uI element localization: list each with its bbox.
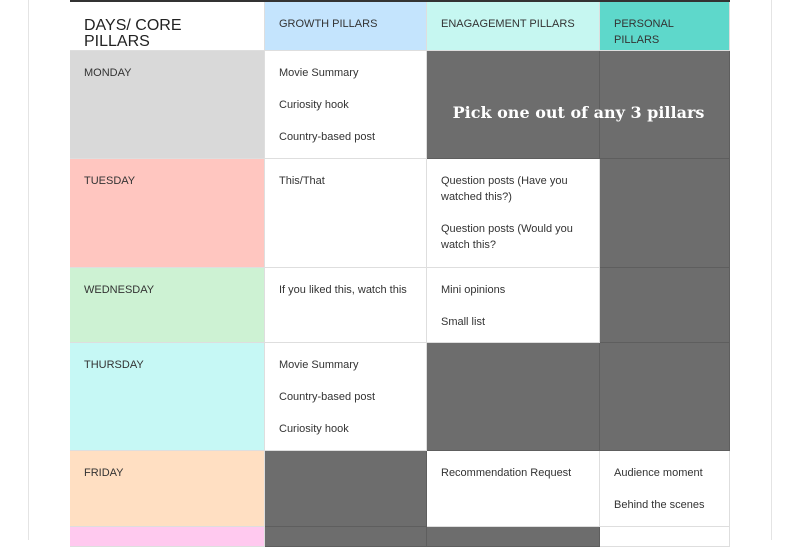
pillar-item: Question posts (Have you watched this?) <box>441 175 568 203</box>
header-cell: PERSONAL PILLARS <box>600 2 730 51</box>
pillar-cell <box>600 159 730 268</box>
pillar-cell <box>600 268 730 343</box>
pillar-item: Country-based post <box>279 131 375 143</box>
table-top-border <box>70 0 730 2</box>
header-cell: DAYS/ CORE PILLARS <box>70 2 265 51</box>
day-cell: MONDAY <box>70 51 265 159</box>
day-cell: THURSDAY <box>70 343 265 451</box>
pillar-cell: Audience moment Behind the scenes <box>600 451 730 527</box>
pillar-item: Recommendation Request <box>441 467 572 479</box>
pillar-item: Movie Summary <box>279 359 359 371</box>
pillar-cell <box>427 51 600 159</box>
pillar-item: Movie Summary <box>279 67 359 79</box>
pillar-cell: Movie Summary Country-based post Curiosity… <box>265 343 427 451</box>
day-cell: WEDNESDAY <box>70 268 265 343</box>
header-cell: ENAGAGEMENT PILLARS <box>427 2 600 51</box>
header-cell: GROWTH PILLARS <box>265 2 427 51</box>
pillar-cell <box>600 51 730 159</box>
cut-row-cell <box>427 527 600 547</box>
cut-row-cell <box>265 527 427 547</box>
pillar-cell: Recommendation Request <box>427 451 600 527</box>
pillar-cell: Mini opinions Small list <box>427 268 600 343</box>
day-cell: FRIDAY <box>70 451 265 527</box>
page-frame <box>28 0 772 540</box>
pillar-item: Small list <box>441 316 486 328</box>
pillar-cell: Movie Summary Curiosity hook Country-based… <box>265 51 427 159</box>
pillar-cell: Question posts (Have you watched this?) Q… <box>427 159 600 268</box>
pillar-item: Audience moment <box>614 467 703 479</box>
overlay-note: Pick one out of any 3 pillars <box>452 103 705 122</box>
day-cell: TUESDAY <box>70 159 265 268</box>
pillar-item: Curiosity hook <box>279 423 349 435</box>
pillar-item: Country-based post <box>279 391 375 403</box>
pillar-item: This/That <box>279 175 325 187</box>
pillar-cell <box>600 343 730 451</box>
pillar-cell <box>265 451 427 527</box>
pillar-cell: This/That <box>265 159 427 268</box>
pillar-cell: If you liked this, watch this <box>265 268 427 343</box>
pillar-item: If you liked this, watch this <box>279 284 407 296</box>
pillar-item: Mini opinions <box>441 284 506 296</box>
cut-row-cell <box>70 527 265 547</box>
cut-row-cell <box>600 527 730 547</box>
pillar-item: Curiosity hook <box>279 99 349 111</box>
pillar-item: Question posts (Would you watch this? <box>441 223 573 251</box>
pillar-item: Behind the scenes <box>614 499 705 511</box>
pillar-cell <box>427 343 600 451</box>
